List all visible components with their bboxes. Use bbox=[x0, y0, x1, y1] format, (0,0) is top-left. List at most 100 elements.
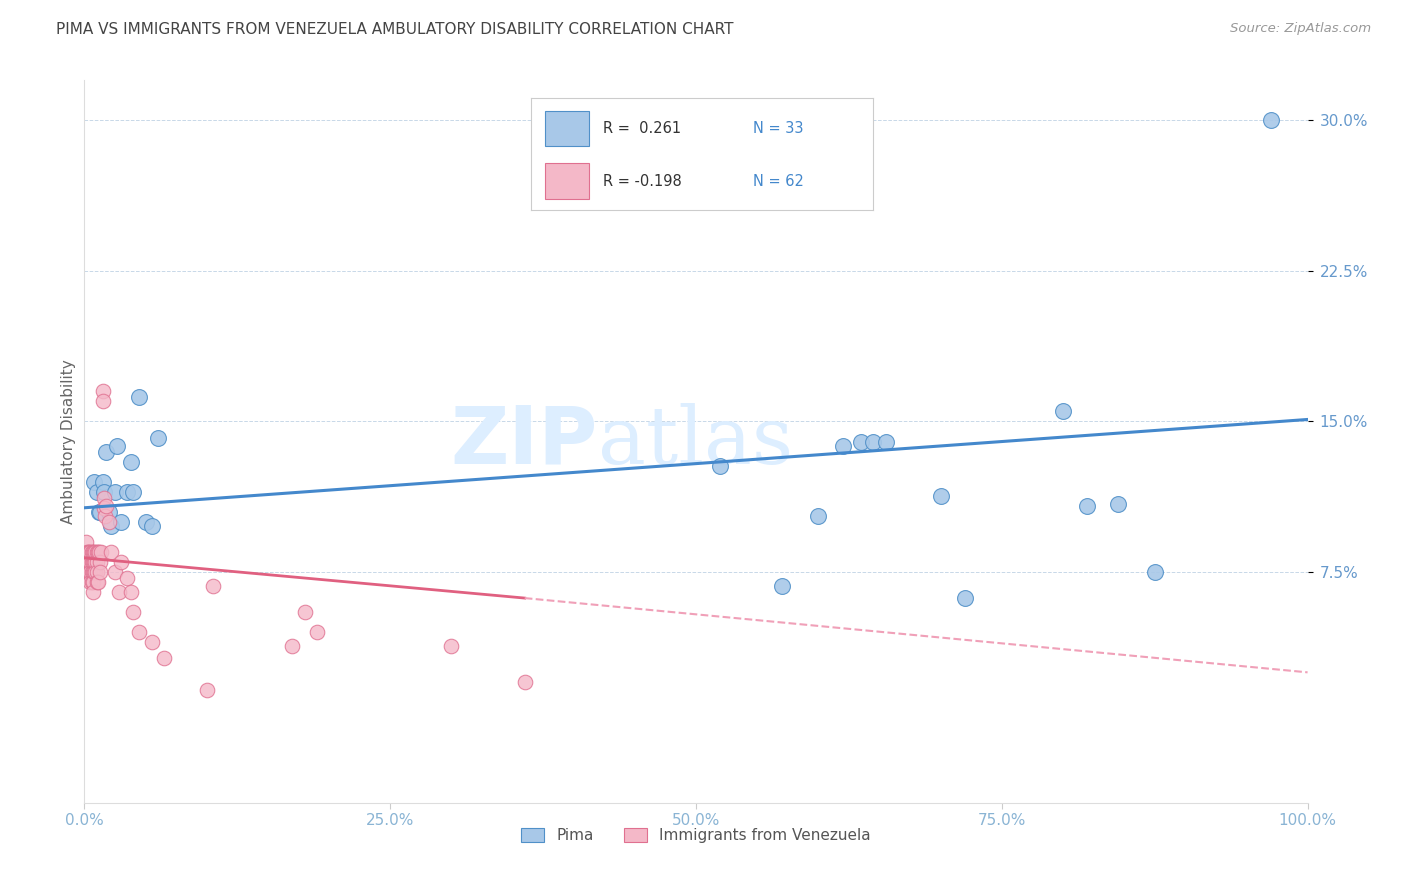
Point bbox=[201, 579, 224, 593]
Point bbox=[305, 625, 328, 640]
Point bbox=[93, 500, 115, 515]
Point bbox=[82, 585, 104, 599]
Point bbox=[153, 651, 176, 665]
Point bbox=[91, 475, 114, 489]
Point bbox=[96, 444, 118, 458]
Point bbox=[128, 625, 150, 640]
Point bbox=[80, 574, 103, 589]
Point bbox=[79, 565, 101, 579]
Point bbox=[141, 635, 163, 649]
Point bbox=[83, 475, 105, 489]
Point bbox=[831, 438, 853, 452]
Legend: Pima, Immigrants from Venezuela: Pima, Immigrants from Venezuela bbox=[515, 822, 877, 849]
Point bbox=[90, 545, 112, 559]
Point bbox=[929, 489, 952, 503]
Point bbox=[115, 484, 138, 499]
Point bbox=[82, 555, 104, 569]
Point bbox=[91, 384, 114, 399]
Point bbox=[94, 508, 117, 523]
Point bbox=[141, 519, 163, 533]
Point bbox=[77, 555, 100, 569]
Point bbox=[862, 434, 884, 449]
Point bbox=[84, 555, 107, 569]
Text: PIMA VS IMMIGRANTS FROM VENEZUELA AMBULATORY DISABILITY CORRELATION CHART: PIMA VS IMMIGRANTS FROM VENEZUELA AMBULA… bbox=[56, 22, 734, 37]
Point bbox=[294, 605, 316, 619]
Point bbox=[104, 565, 127, 579]
Point bbox=[84, 565, 107, 579]
Point bbox=[807, 508, 830, 523]
Point bbox=[97, 515, 120, 529]
Text: ZIP: ZIP bbox=[451, 402, 598, 481]
Point bbox=[91, 394, 114, 409]
Point bbox=[93, 484, 115, 499]
Point bbox=[77, 545, 100, 559]
Point bbox=[82, 565, 104, 579]
Point bbox=[86, 484, 108, 499]
Point bbox=[1076, 499, 1098, 513]
Point bbox=[120, 455, 142, 469]
Point bbox=[79, 574, 101, 589]
Point bbox=[86, 555, 108, 569]
Point bbox=[93, 491, 115, 505]
Point bbox=[87, 574, 110, 589]
Point bbox=[122, 605, 145, 619]
Point bbox=[86, 565, 108, 579]
Point bbox=[513, 675, 536, 690]
Point bbox=[87, 505, 110, 519]
Point bbox=[86, 574, 108, 589]
Point bbox=[76, 555, 98, 569]
Point bbox=[86, 545, 108, 559]
Point bbox=[76, 545, 98, 559]
Point bbox=[1107, 497, 1129, 511]
Point bbox=[83, 545, 105, 559]
Point bbox=[1260, 113, 1282, 128]
Point bbox=[79, 555, 101, 569]
Point bbox=[83, 555, 105, 569]
Point bbox=[1143, 565, 1166, 579]
Point bbox=[87, 545, 110, 559]
Point bbox=[1052, 404, 1074, 418]
Point bbox=[115, 571, 138, 585]
Point bbox=[97, 505, 120, 519]
Point bbox=[75, 534, 97, 549]
Point bbox=[195, 683, 218, 698]
Point bbox=[770, 579, 793, 593]
Point bbox=[110, 555, 132, 569]
Point bbox=[135, 515, 157, 529]
Point bbox=[440, 639, 463, 653]
Point bbox=[87, 545, 110, 559]
Point bbox=[83, 565, 105, 579]
Point bbox=[77, 565, 100, 579]
Point bbox=[107, 585, 129, 599]
Point bbox=[77, 545, 100, 559]
Text: atlas: atlas bbox=[598, 402, 793, 481]
Point bbox=[77, 555, 100, 569]
Point bbox=[89, 505, 111, 519]
Point bbox=[128, 391, 150, 405]
Point bbox=[120, 585, 142, 599]
Point bbox=[82, 574, 104, 589]
Point bbox=[104, 484, 127, 499]
Point bbox=[84, 545, 107, 559]
Point bbox=[77, 565, 100, 579]
Point bbox=[709, 458, 731, 473]
Point bbox=[875, 434, 897, 449]
Point bbox=[122, 484, 145, 499]
Point bbox=[110, 515, 132, 529]
Point bbox=[89, 565, 111, 579]
Point bbox=[100, 545, 122, 559]
Text: Source: ZipAtlas.com: Source: ZipAtlas.com bbox=[1230, 22, 1371, 36]
Point bbox=[80, 555, 103, 569]
Point bbox=[100, 519, 122, 533]
Point bbox=[849, 434, 872, 449]
Point bbox=[96, 499, 118, 513]
Point bbox=[89, 555, 111, 569]
Point bbox=[80, 565, 103, 579]
Y-axis label: Ambulatory Disability: Ambulatory Disability bbox=[60, 359, 76, 524]
Point bbox=[82, 545, 104, 559]
Point bbox=[281, 639, 304, 653]
Point bbox=[953, 591, 976, 606]
Point bbox=[105, 438, 128, 452]
Point bbox=[80, 545, 103, 559]
Point bbox=[146, 431, 169, 445]
